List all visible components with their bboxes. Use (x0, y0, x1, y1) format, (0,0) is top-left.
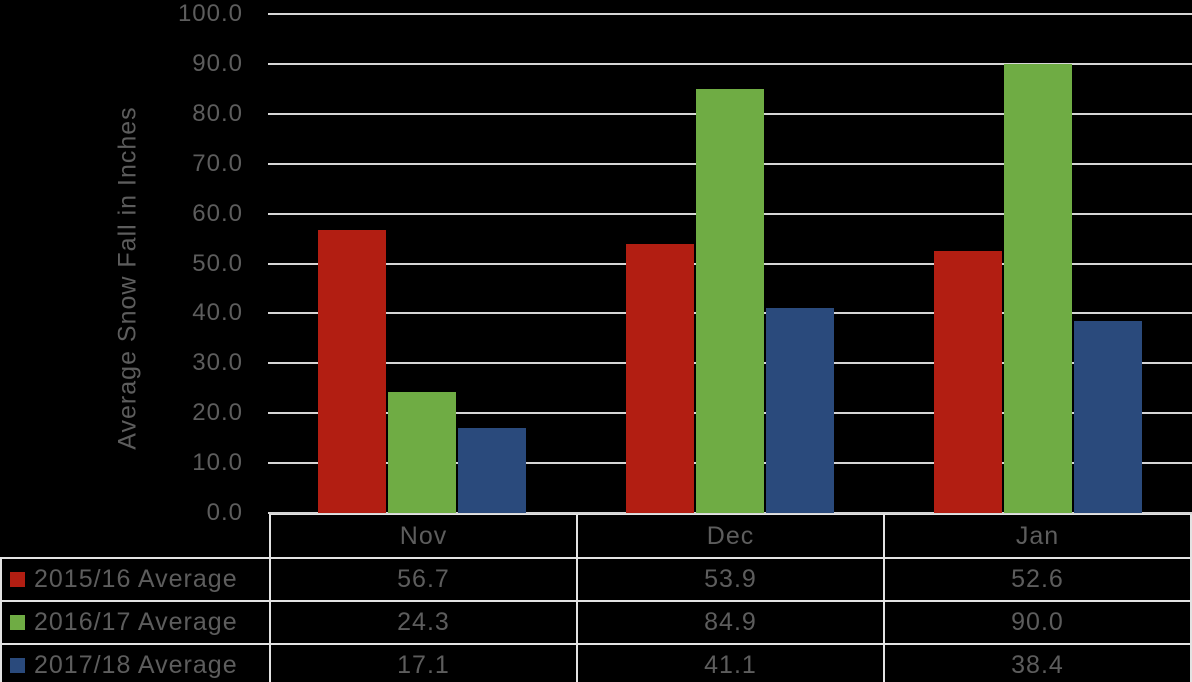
value-cell-2016-17-jan: 90.0 (883, 600, 1192, 645)
y-tick-label: 60.0 (192, 199, 243, 227)
legend-entry: 2017/18 Average (3, 651, 268, 680)
bar-2017-18-jan (1074, 321, 1142, 513)
value-cell-2015-16-jan: 52.6 (883, 557, 1192, 602)
bar-2017-18-dec (766, 307, 834, 513)
bar-group-nov (268, 14, 576, 513)
table-header-row: Nov Dec Jan (1, 513, 1192, 559)
bar-2015-16-jan (934, 250, 1002, 513)
y-tick-label: 90.0 (192, 49, 243, 77)
legend-cell-2016-17: 2016/17 Average (0, 600, 271, 645)
legend-cell-2015-16: 2015/16 Average (0, 557, 271, 602)
gridline (268, 62, 1192, 65)
value-cell-2015-16-nov: 56.7 (269, 557, 578, 602)
bar-2016-17-dec (696, 89, 764, 513)
bar-2016-17-nov (388, 391, 456, 513)
gridline (268, 512, 1192, 514)
table-row-2015-16: 2015/16 Average 56.7 53.9 52.6 (0, 557, 1192, 602)
table-row-2017-18: 2017/18 Average 17.1 41.1 38.4 (0, 643, 1192, 682)
table-row-2016-17: 2016/17 Average 24.3 84.9 90.0 (0, 600, 1192, 645)
gridline (268, 13, 1192, 15)
bar-2015-16-nov (318, 230, 386, 513)
value-cell-2016-17-nov: 24.3 (269, 600, 578, 645)
y-tick-label: 70.0 (192, 149, 243, 177)
legend-cell-2017-18: 2017/18 Average (0, 643, 271, 682)
legend-key-swatch-icon (10, 658, 25, 673)
value-cell-2017-18-jan: 38.4 (883, 643, 1192, 682)
chart-data-table: Nov Dec Jan 2015/16 Average 56.7 53.9 52.6 2016… (0, 513, 1192, 682)
value-cell-2016-17-dec: 84.9 (576, 600, 885, 645)
y-tick-label: 30.0 (192, 349, 243, 377)
column-header-dec: Dec (576, 513, 885, 559)
legend-label: 2015/16 Average (34, 565, 238, 593)
y-tick-label: 40.0 (192, 299, 243, 327)
plot-area (268, 13, 1192, 514)
y-tick-label: 50.0 (192, 249, 243, 277)
value-cell-2017-18-nov: 17.1 (269, 643, 578, 682)
bar-2017-18-nov (458, 427, 526, 513)
y-tick-label: 10.0 (192, 449, 243, 477)
table-corner-cell (1, 514, 270, 558)
bar-group-dec (576, 14, 884, 513)
value-cell-2015-16-dec: 53.9 (576, 557, 885, 602)
bar-group-jan (884, 14, 1192, 513)
column-header-nov: Nov (269, 513, 578, 559)
legend-entry: 2015/16 Average (3, 565, 268, 594)
legend-label: 2017/18 Average (34, 651, 238, 679)
legend-key-swatch-icon (10, 615, 25, 630)
value-cell-2017-18-dec: 41.1 (576, 643, 885, 682)
bar-2016-17-jan (1004, 63, 1072, 513)
legend-label: 2016/17 Average (34, 608, 238, 636)
y-tick-label: 80.0 (192, 99, 243, 127)
y-tick-label: 0.0 (206, 499, 243, 526)
bar-2015-16-dec (626, 244, 694, 513)
column-header-jan: Jan (883, 513, 1192, 559)
legend-key-swatch-icon (10, 572, 25, 587)
y-tick-label: 20.0 (192, 399, 243, 427)
legend-entry: 2016/17 Average (3, 608, 268, 637)
y-tick-label: 100.0 (177, 0, 243, 27)
